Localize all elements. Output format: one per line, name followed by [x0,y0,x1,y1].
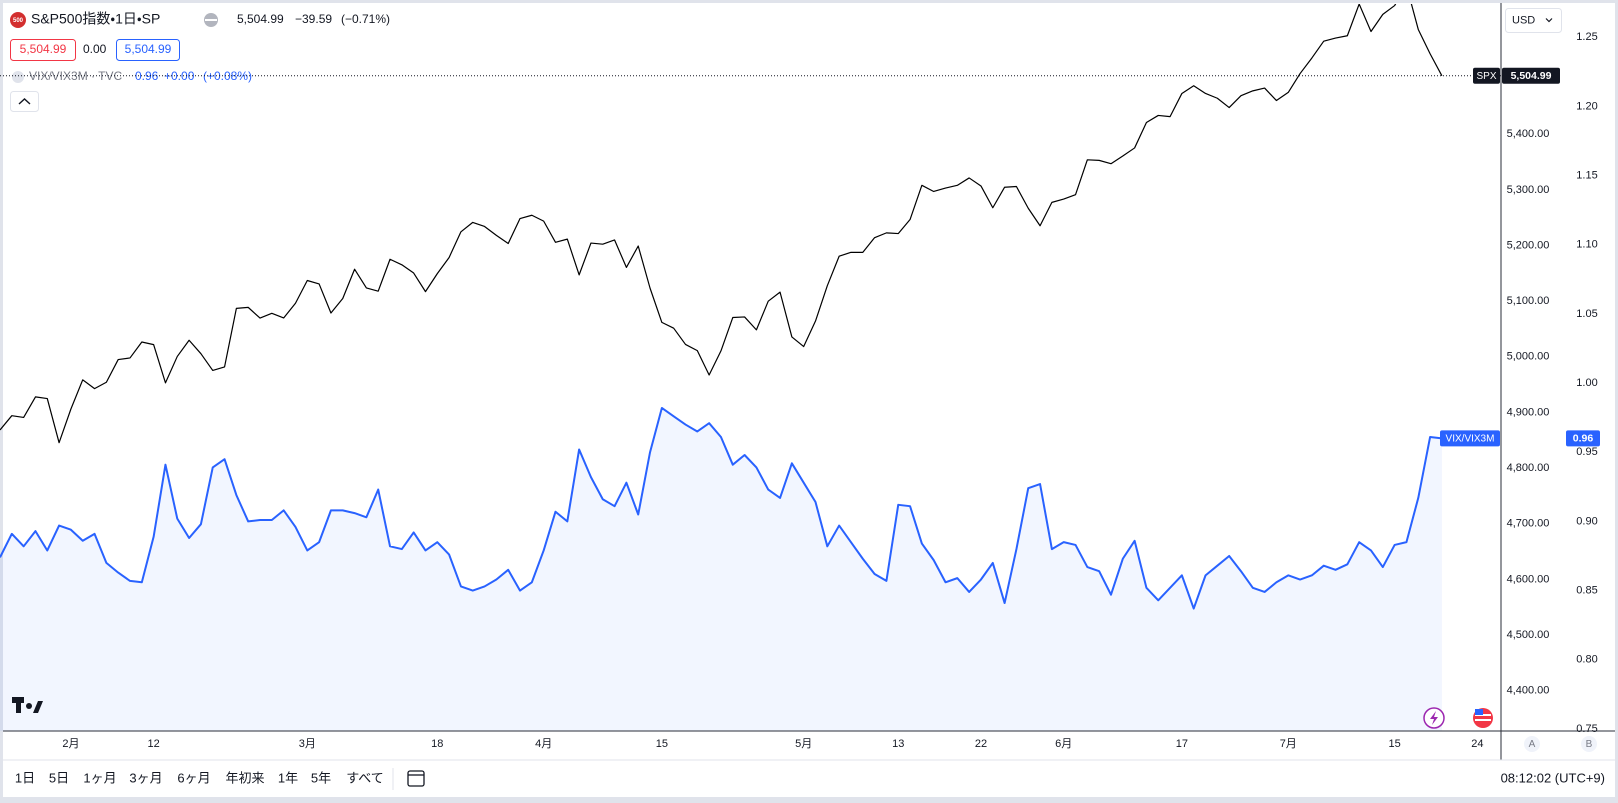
bid-price: 5,504.99 [20,42,67,56]
axis-mode-button[interactable] [1524,736,1540,752]
series-name-tag [1473,67,1500,84]
y-tick-label: 4,500.00 [1507,629,1550,641]
x-tick-label: 7月 [1280,738,1297,750]
tv-logo [12,697,43,713]
series-name-tag-text: SPX [1476,71,1496,82]
ask-box[interactable] [116,39,180,61]
symbol-badge [10,12,26,28]
range-button[interactable]: 5年 [311,770,331,785]
logo-part [33,701,43,713]
x-tick-label: 18 [431,738,443,750]
axis-mode-label: B [1586,739,1593,750]
date-range-icon[interactable] [407,770,425,787]
y-tick-label: 5,000.00 [1507,351,1550,363]
spread: 0.00 [83,42,107,56]
x-tick-label: 5月 [795,738,812,750]
y2-tick-label: 0.90 [1576,515,1597,527]
price-change-pct: (−0.71%) [341,12,390,26]
y-tick-label: 5,300.00 [1507,184,1550,196]
symbol-badge-text: 500 [13,18,24,24]
y2-tick-label: 0.85 [1576,584,1597,596]
range-button[interactable]: すべて [346,770,384,785]
compare-icon [12,71,24,83]
y2-tick-label: 1.20 [1576,100,1597,112]
range-button[interactable]: 1年 [278,770,298,785]
series-line [0,4,1443,444]
x-tick-label: 13 [892,738,904,750]
y2-tick-label: 0.75 [1576,723,1597,735]
y2-tick-label: 1.25 [1576,31,1597,43]
y2-tick-label: 1.10 [1576,239,1597,251]
compare-last: 0.96 [135,69,159,83]
price-tag [1502,67,1560,84]
widget-background [3,3,1615,797]
flag-canton [1475,709,1483,715]
bid-box[interactable] [10,39,76,61]
flag-stripe [1475,719,1491,721]
x-tick-label: 3月 [299,738,316,750]
x-tick-label: 15 [656,738,668,750]
y2-tick-label: 1.15 [1576,169,1597,181]
y2-tick-label: 1.00 [1576,377,1597,389]
y-tick-label: 5,400.00 [1507,128,1550,140]
price-tag-text: 5,504.99 [1511,70,1552,82]
compare-change: +0.00 [164,69,195,83]
x-tick-label: 4月 [535,738,552,750]
y-tick-label: 5,200.00 [1507,239,1550,251]
price-change: −39.59 [295,12,332,26]
series-line [0,406,1443,610]
y2-tick-label: 0.95 [1576,446,1597,458]
range-button[interactable]: 5日 [49,770,69,785]
range-button[interactable]: 3ヶ月 [129,770,162,785]
last-price: 5,504.99 [237,12,284,26]
y-tick-label: 4,700.00 [1507,518,1550,530]
clock[interactable]: 08:12:02 (UTC+9) [1501,770,1605,785]
range-button[interactable]: 6ヶ月 [177,770,210,785]
series-name-tag [1440,430,1500,447]
symbol-title[interactable]: S&P500指数・1日・SP [31,11,160,27]
x-tick-label: 17 [1176,738,1188,750]
range-button[interactable]: 1日 [15,770,35,785]
series-name-tag-text: VIX/VIX3M [1446,434,1495,445]
range-button[interactable]: 1ヶ月 [83,770,116,785]
currency-select[interactable] [1505,8,1562,33]
collapse-chevron [18,98,31,105]
y-tick-label: 5,100.00 [1507,295,1550,307]
x-tick-label: 6月 [1055,738,1072,750]
y-tick-label: 4,400.00 [1507,685,1550,697]
x-tick-label: 22 [975,738,987,750]
logo-part [12,697,24,713]
y-tick-label: 4,800.00 [1507,462,1550,474]
axis-mode-button[interactable] [1581,736,1597,752]
x-tick-label: 12 [148,738,160,750]
y2-tick-label: 0.80 [1576,654,1597,666]
price-tag [1566,430,1600,447]
axis-mode-label: A [1529,739,1536,750]
event-bolt [1430,711,1438,725]
logo-part [26,703,32,709]
currency-label: USD [1512,14,1535,26]
x-tick-label: 24 [1471,738,1483,750]
ask-price: 5,504.99 [125,42,172,56]
x-tick-label: 15 [1389,738,1401,750]
currency-chevron [1545,18,1553,23]
range-button[interactable]: 年初来 [225,770,264,785]
x-tick-label: 2月 [62,738,79,750]
collapse-button[interactable] [10,91,39,112]
y-tick-label: 4,900.00 [1507,406,1550,418]
compare-change-pct: (+0.08%) [203,69,252,83]
series-area [0,407,1442,731]
plot-area [0,4,1443,731]
y-tick-label: 4,600.00 [1507,573,1550,585]
price-tag-text: 0.96 [1573,433,1594,445]
y2-tick-label: 1.05 [1576,308,1597,320]
status-dash [205,19,217,21]
